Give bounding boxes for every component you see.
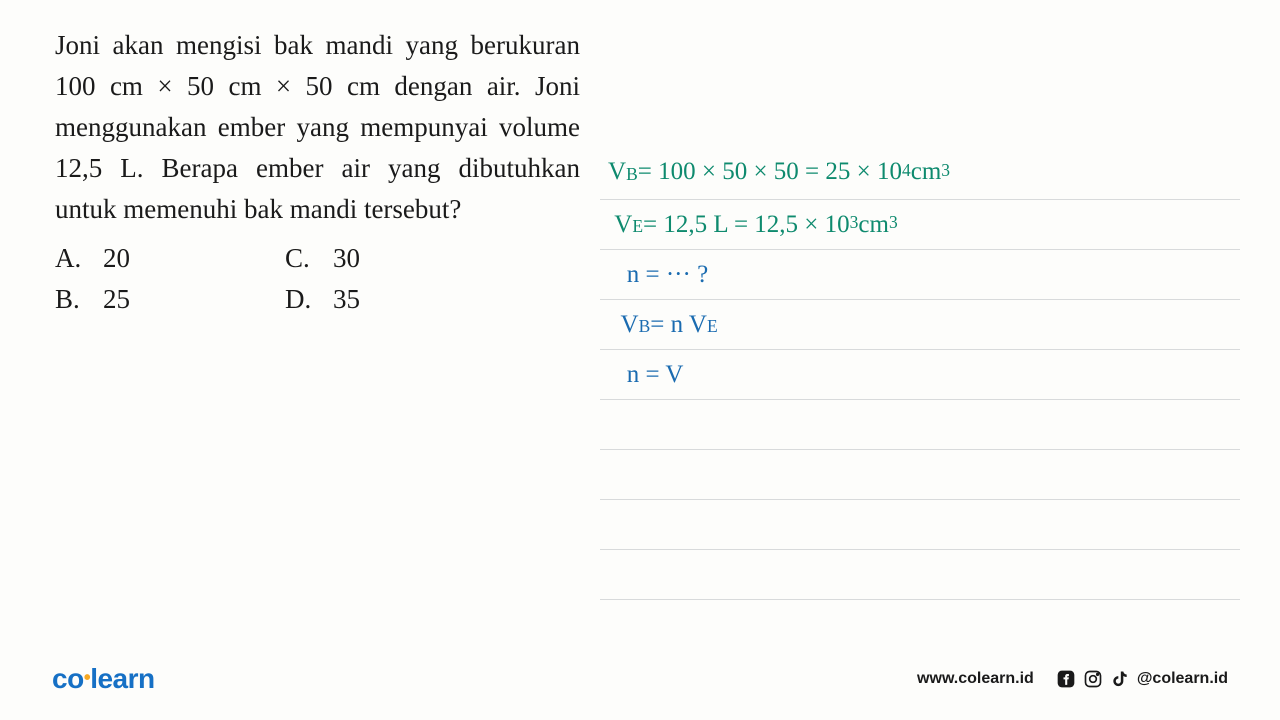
answer-options: A.20 B.25 C.30 D.35 <box>55 238 580 320</box>
work-line-9 <box>600 550 1240 600</box>
colearn-logo: co•learn <box>52 663 155 695</box>
question-text: Joni akan mengisi bak mandi yang berukur… <box>55 25 580 230</box>
option-a: A.20 <box>55 238 285 279</box>
work-line-4: VB = n VE <box>600 300 1240 350</box>
facebook-icon <box>1056 669 1076 689</box>
work-line-7 <box>600 450 1240 500</box>
option-a-value: 20 <box>103 238 130 279</box>
instagram-icon <box>1083 669 1103 689</box>
work-line-3: n = ··· ? <box>600 250 1240 300</box>
work-line-2: VE = 12,5 L = 12,5 × 103 cm3 <box>600 200 1240 250</box>
work-line-5: n = V <box>600 350 1240 400</box>
work-line-6 <box>600 400 1240 450</box>
footer: co•learn www.colearn.id @colearn.id <box>0 663 1280 695</box>
social-icons: @colearn.id <box>1056 669 1228 689</box>
work-line-8 <box>600 500 1240 550</box>
option-b-value: 25 <box>103 279 130 320</box>
footer-url: www.colearn.id <box>917 670 1034 688</box>
footer-handle: @colearn.id <box>1137 670 1228 688</box>
option-c-value: 30 <box>333 238 360 279</box>
handwritten-work: VB = 100 × 50 × 50 = 25 × 104 cm3 VE = 1… <box>580 25 1240 600</box>
option-d: D.35 <box>285 279 360 320</box>
tiktok-icon <box>1110 669 1130 689</box>
work-line-1: VB = 100 × 50 × 50 = 25 × 104 cm3 <box>600 145 1240 200</box>
option-d-value: 35 <box>333 279 360 320</box>
option-c: C.30 <box>285 238 360 279</box>
option-b: B.25 <box>55 279 285 320</box>
